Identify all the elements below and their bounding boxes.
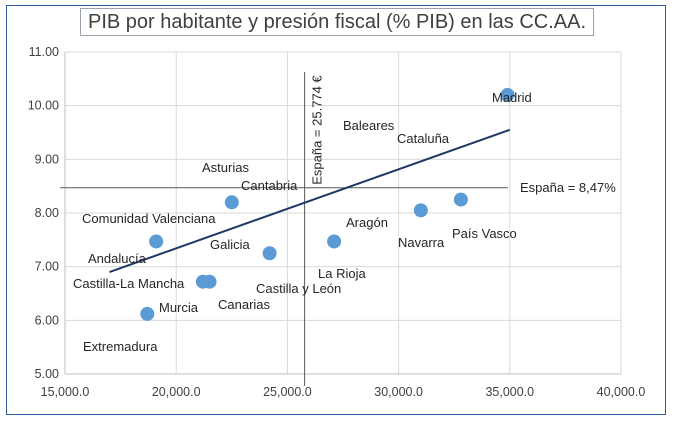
point-label: Galicia	[210, 237, 251, 252]
point-label: La Rioja	[318, 266, 366, 281]
data-point	[202, 274, 217, 289]
y-tick-label: 6.00	[35, 313, 59, 327]
data-point	[453, 192, 468, 207]
point-label: Comunidad Valenciana	[82, 211, 216, 226]
chart-frame	[6, 5, 666, 415]
data-point	[413, 203, 428, 218]
y-tick-label: 5.00	[35, 367, 59, 381]
data-point	[140, 306, 155, 321]
point-label: Baleares	[343, 118, 395, 133]
point-label: Aragón	[346, 215, 388, 230]
data-point	[224, 195, 239, 210]
reference-label-horizontal: España = 8,47%	[520, 180, 616, 195]
x-tick-label: 35,000.0	[485, 385, 534, 399]
point-label: Canarias	[218, 297, 271, 312]
point-label: Murcia	[159, 300, 199, 315]
y-tick-label: 7.00	[35, 260, 59, 274]
data-point	[327, 234, 342, 249]
x-tick-label: 15,000.0	[41, 385, 90, 399]
y-tick-label: 10.00	[28, 99, 59, 113]
point-label: Castilla y León	[256, 281, 341, 296]
x-tick-label: 40,000.0	[597, 385, 646, 399]
reference-label-vertical: España = 25.774 €	[310, 74, 325, 184]
chart-title: PIB por habitante y presión fiscal (% PI…	[80, 8, 594, 36]
point-label: Asturias	[202, 160, 249, 175]
point-label: Castilla-La Mancha	[73, 276, 185, 291]
x-tick-label: 20,000.0	[152, 385, 201, 399]
y-tick-label: 11.00	[29, 45, 59, 59]
trend-line	[109, 128, 511, 273]
x-tick-label: 30,000.0	[374, 385, 423, 399]
data-point	[262, 246, 277, 261]
point-label: Cantabria	[241, 178, 298, 193]
point-label: Madrid	[492, 90, 532, 105]
point-label: Cataluña	[397, 131, 450, 146]
point-label: Navarra	[398, 235, 445, 250]
data-point	[500, 87, 515, 102]
y-tick-label: 9.00	[35, 152, 59, 166]
point-label: País Vasco	[452, 226, 517, 241]
x-tick-label: 25,000.0	[263, 385, 312, 399]
data-point	[149, 234, 164, 249]
point-label: Extremadura	[83, 339, 158, 354]
point-label: Andalucía	[88, 251, 147, 266]
y-tick-label: 8.00	[35, 206, 59, 220]
